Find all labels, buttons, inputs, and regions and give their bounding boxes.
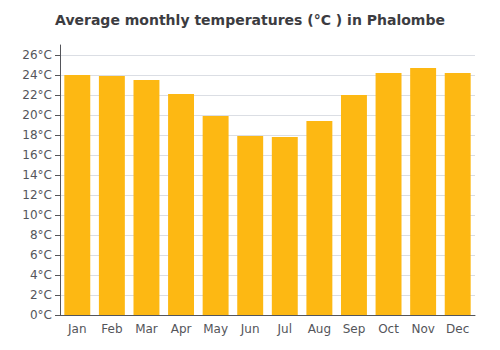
svg-text:24°C: 24°C <box>22 68 52 82</box>
svg-text:2°C: 2°C <box>30 288 52 302</box>
svg-text:Apr: Apr <box>171 322 192 336</box>
svg-text:14°C: 14°C <box>22 168 52 182</box>
svg-text:Jun: Jun <box>240 322 260 336</box>
svg-text:22°C: 22°C <box>22 88 52 102</box>
svg-text:Aug: Aug <box>308 322 331 336</box>
svg-text:Feb: Feb <box>101 322 122 336</box>
svg-text:16°C: 16°C <box>22 148 52 162</box>
svg-text:Mar: Mar <box>135 322 158 336</box>
svg-text:Sep: Sep <box>343 322 366 336</box>
svg-text:0°C: 0°C <box>30 308 52 322</box>
svg-text:Jul: Jul <box>277 322 292 336</box>
svg-text:12°C: 12°C <box>22 188 52 202</box>
svg-text:6°C: 6°C <box>30 248 52 262</box>
svg-text:Jan: Jan <box>67 322 87 336</box>
svg-text:8°C: 8°C <box>30 228 52 242</box>
svg-text:18°C: 18°C <box>22 128 52 142</box>
svg-text:Dec: Dec <box>446 322 469 336</box>
svg-text:Average monthly temperatures (: Average monthly temperatures (°C ) in Ph… <box>55 12 445 28</box>
svg-text:20°C: 20°C <box>22 108 52 122</box>
svg-text:Nov: Nov <box>411 322 434 336</box>
svg-text:4°C: 4°C <box>30 268 52 282</box>
svg-text:May: May <box>203 322 228 336</box>
svg-text:Oct: Oct <box>378 322 399 336</box>
svg-text:10°C: 10°C <box>22 208 52 222</box>
svg-text:26°C: 26°C <box>22 48 52 62</box>
